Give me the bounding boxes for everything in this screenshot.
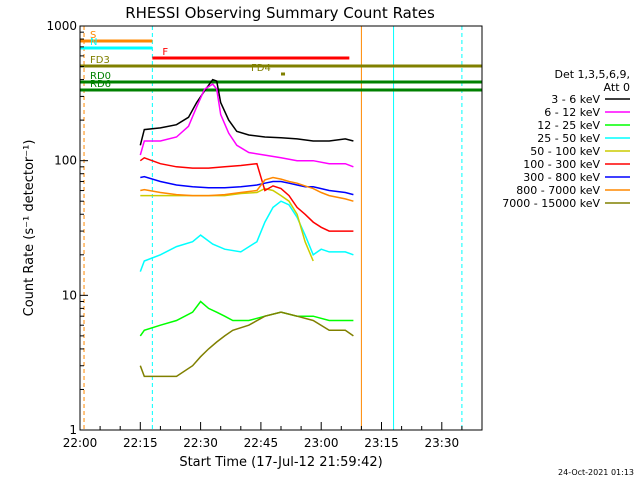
x-axis: 22:00 22:15 22:30 22:45 23:00 23:15 23:30 bbox=[63, 422, 463, 450]
y-tick-label-1: 10 bbox=[62, 288, 77, 302]
flag-label-s: S bbox=[90, 30, 96, 41]
x-tick-label-6: 23:30 bbox=[425, 436, 460, 450]
y-tick-label-0: 1 bbox=[69, 423, 77, 437]
chart-title: RHESSI Observing Summary Count Rates bbox=[125, 4, 435, 22]
flag-label-n: N bbox=[90, 37, 97, 48]
y-tick-label-2: 100 bbox=[54, 154, 77, 168]
y-axis: 1 10 100 1000 bbox=[46, 19, 88, 437]
legend-label-0: 3 - 6 keV bbox=[551, 93, 600, 106]
series-line-4 bbox=[140, 187, 314, 262]
series-line-6 bbox=[140, 175, 354, 196]
series-line-7 bbox=[140, 176, 354, 202]
legend-label-4: 50 - 100 keV bbox=[530, 145, 600, 158]
y-axis-label: Count Rate (s⁻¹ detector⁻¹) bbox=[22, 140, 37, 317]
timestamp: 24-Oct-2021 01:13 bbox=[558, 468, 634, 477]
x-axis-label: Start Time (17-Jul-12 21:59:42) bbox=[179, 455, 382, 470]
series-line-5 bbox=[139, 156, 354, 232]
flag-label-fd4: FD4 bbox=[251, 63, 271, 74]
x-tick-label-0: 22:00 bbox=[63, 436, 98, 450]
flag-label-fd3: FD3 bbox=[90, 55, 110, 66]
series-line-8 bbox=[139, 311, 354, 378]
legend-label-3: 25 - 50 keV bbox=[537, 132, 600, 145]
legend-title-line-2: Att 0 bbox=[604, 81, 630, 94]
legend-title-line-1: Det 1,3,5,6,9, bbox=[554, 68, 630, 81]
legend-label-5: 100 - 300 keV bbox=[523, 158, 600, 171]
flag-label-rd0: RD0 bbox=[90, 71, 111, 82]
series-line-1 bbox=[139, 83, 354, 168]
flag-label-f: F bbox=[162, 47, 168, 58]
x-tick-label-1: 22:15 bbox=[123, 436, 158, 450]
legend-label-2: 12 - 25 keV bbox=[537, 119, 600, 132]
x-tick-label-4: 23:00 bbox=[304, 436, 339, 450]
series-line-0 bbox=[139, 78, 354, 146]
legend-label-6: 300 - 800 keV bbox=[523, 171, 600, 184]
flag-label-rd6: RD6 bbox=[90, 79, 111, 90]
x-tick-label-5: 23:15 bbox=[364, 436, 399, 450]
series-line-2 bbox=[139, 300, 354, 337]
y-tick-label-3: 1000 bbox=[46, 19, 77, 33]
x-tick-label-2: 22:30 bbox=[183, 436, 218, 450]
series-line-3 bbox=[139, 200, 354, 272]
legend-label-8: 7000 - 15000 keV bbox=[502, 197, 600, 210]
legend-label-1: 6 - 12 keV bbox=[544, 106, 600, 119]
legend-label-7: 800 - 7000 keV bbox=[516, 184, 600, 197]
x-tick-label-3: 22:45 bbox=[244, 436, 279, 450]
